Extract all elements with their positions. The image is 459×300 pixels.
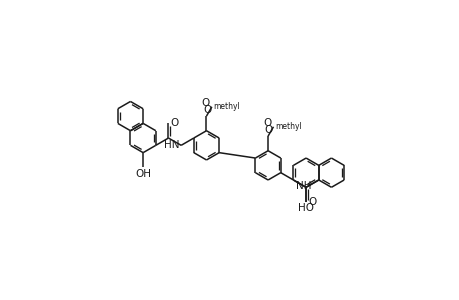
- Text: methyl: methyl: [274, 122, 301, 131]
- Text: OH: OH: [135, 169, 151, 179]
- Text: O: O: [201, 98, 209, 108]
- Text: NH: NH: [295, 181, 311, 191]
- Text: O: O: [170, 118, 179, 128]
- Text: O: O: [203, 104, 211, 115]
- Text: O: O: [308, 197, 316, 207]
- Text: methoxy: methoxy: [213, 105, 219, 106]
- Text: methyl: methyl: [213, 102, 240, 111]
- Text: methoxy: methoxy: [213, 108, 219, 109]
- Text: HO: HO: [297, 203, 313, 214]
- Text: O: O: [263, 118, 271, 128]
- Text: methyl: methyl: [212, 105, 217, 106]
- Text: HN: HN: [164, 140, 179, 150]
- Text: O: O: [264, 124, 272, 135]
